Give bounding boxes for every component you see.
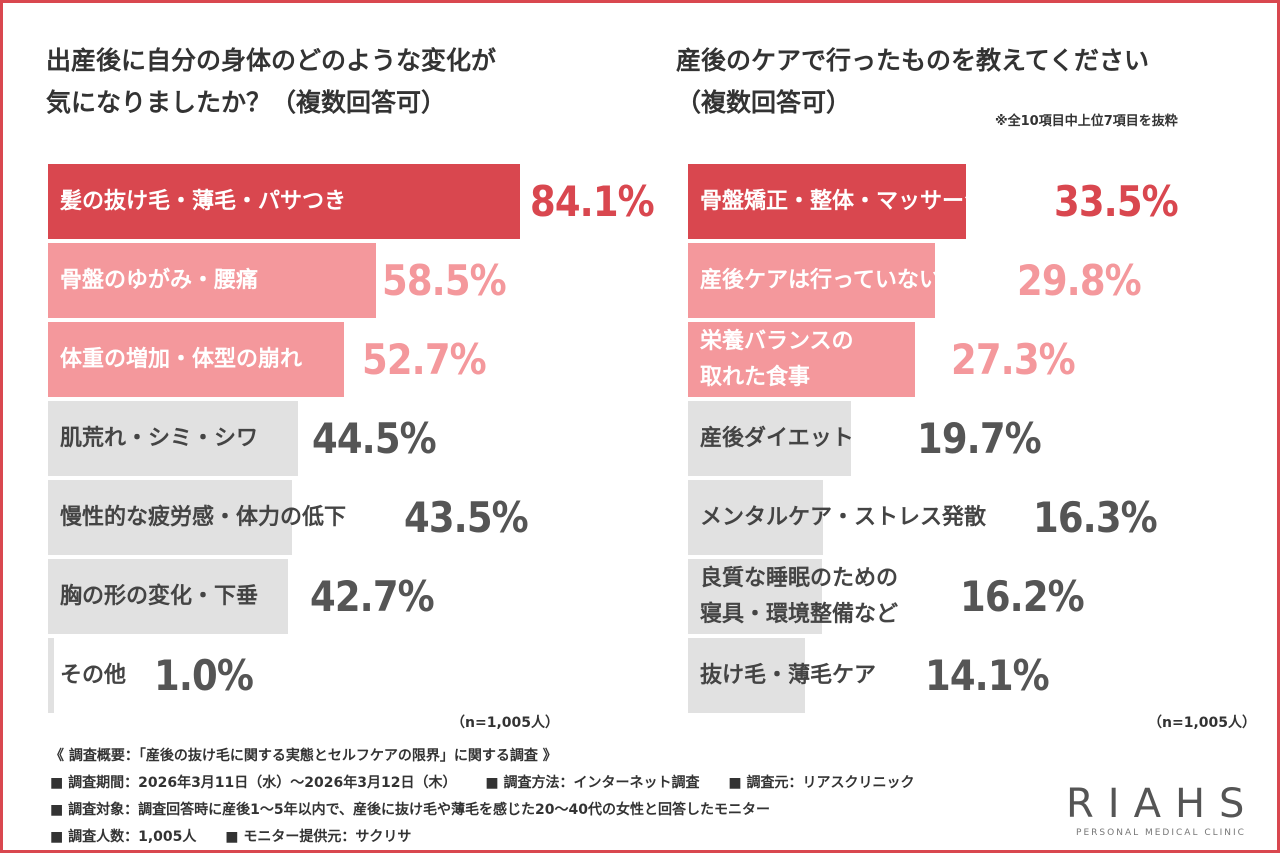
right-bar-label-7: 抜け毛・薄毛ケア [700,638,876,713]
left-value-label-3: 52.7% [361,335,487,384]
survey-provider: ■ モニター提供元：サクリサ [225,829,412,845]
right-bar-2 [688,243,936,318]
right-bar-label-2: 産後ケアは行っていない [700,243,941,318]
right-value-label-3: 27.3% [950,335,1076,384]
left-bar-label-2: 骨盤のゆがみ・腰痛 [60,243,258,318]
right-bar-4 [688,401,852,476]
left-value-label-2: 58.5% [382,256,507,305]
left-sample-size: （n=1,005人） [451,715,559,731]
right-bar-label-6-line-2: 寝具・環境整備など [700,601,899,627]
left-bar-label-4-line-1: 肌荒れ・シミ・シワ [60,425,259,451]
left-value-label-5: 43.5% [404,493,529,542]
left-title-line-2: 気になりましたか？（複数回答可） [46,88,447,117]
survey-period: ■ 調査期間：2026年3月11日（水）～2026年3月12日（木） [50,775,457,791]
right-chart-note: ※全10項目中上位7項目を抜粋 [995,114,1178,129]
right-value-label-5: 16.3% [1033,493,1158,542]
left-value-label-6: 42.7% [309,572,435,621]
right-bar-label-3: 栄養バランスの 取れた食事 [700,322,854,397]
left-bar-label-5: 慢性的な疲労感・体力の低下 [60,480,346,555]
right-bar-6 [688,559,823,634]
left-bar-3 [48,322,344,397]
logo-tagline: PERSONAL MEDICAL CLINIC [1076,828,1246,838]
survey-count: ■ 調査人数：1,005人 [50,829,197,845]
right-title-line-1: 産後のケアで行ったものを教えてください [676,46,1150,75]
left-bar-label-7: その他 [60,638,126,713]
survey-source: ■ 調査元：リアスクリニック [728,775,915,791]
left-bar-label-1: 髪の抜け毛・薄毛・パサつき [60,164,346,239]
left-bar-5 [48,480,293,555]
left-value-label-1: 84.1% [530,177,655,226]
right-sample-size: （n=1,005人） [1148,715,1256,731]
left-bar-2 [48,243,377,318]
right-bar-label-1: 骨盤矯正・整体・マッサージ [700,164,986,239]
left-bar-7 [48,638,54,713]
left-bar-label-5-line-1: 慢性的な疲労感・体力の低下 [60,504,347,530]
right-value-label-7: 14.1% [925,651,1050,700]
logo-wordmark: RIAHS [1066,781,1259,827]
right-bar-label-7-line-1: 抜け毛・薄毛ケア [700,662,877,688]
survey-line-1: ■ 調査期間：2026年3月11日（水）～2026年3月12日（木） ■ 調査方… [50,772,938,792]
right-bar-7 [688,638,805,713]
left-bar-label-3: 体重の増加・体型の崩れ [60,322,302,397]
right-bar-label-6-line-1: 良質な睡眠のための [700,565,899,591]
left-bar-6 [48,559,288,634]
right-bar-1 [688,164,966,239]
survey-line-3: ■ 調査人数：1,005人 ■ モニター提供元：サクリサ [50,826,435,846]
survey-method: ■ 調査方法：インターネット調査 [485,775,700,791]
right-bar-3 [688,322,915,397]
right-value-label-2: 29.8% [1017,256,1142,305]
left-title-line-1: 出産後に自分の身体のどのような変化が [46,46,497,75]
left-bar-4 [48,401,298,476]
right-bar-label-6: 良質な睡眠のための 寝具・環境整備など [700,559,898,634]
left-bar-label-4: 肌荒れ・シミ・シワ [60,401,258,476]
riahs-logo: RIAHS PERSONAL MEDICAL CLINIC [1066,782,1256,842]
left-value-label-4: 44.5% [311,414,437,463]
left-chart-title: 出産後に自分の身体のどのような変化が 気になりましたか？（複数回答可） [46,40,496,124]
left-bar-label-6: 胸の形の変化・下垂 [60,559,258,634]
right-value-label-1: 33.5% [1054,177,1179,226]
right-bar-label-1-line-1: 骨盤矯正・整体・マッサージ [700,188,986,214]
left-bar-label-2-line-1: 骨盤のゆがみ・腰痛 [60,267,259,293]
right-chart-title: 産後のケアで行ったものを教えてください （複数回答可） [676,40,1149,124]
right-value-label-4: 19.7% [917,414,1042,463]
right-bar-5 [688,480,824,555]
left-bar-label-7-line-1: その他 [60,662,127,688]
left-bar-1 [48,164,520,239]
right-bar-label-5-line-1: メンタルケア・ストレス発散 [700,504,987,530]
left-bar-label-1-line-1: 髪の抜け毛・薄毛・パサつき [60,188,347,214]
right-bar-label-2-line-1: 産後ケアは行っていない [700,267,941,293]
right-bar-label-3-line-1: 栄養バランスの [700,328,854,354]
survey-target: ■ 調査対象：調査回答時に産後1～5年以内で、産後に抜け毛や薄毛を感じた20～4… [50,802,770,818]
left-value-label-7: 1.0% [153,651,254,700]
right-value-label-6: 16.2% [960,572,1085,621]
right-bar-label-4-line-1: 産後ダイエット [700,425,854,451]
right-title-line-2: （複数回答可） [676,88,852,117]
survey-heading: 《 調査概要：「産後の抜け毛に関する実態とセルフケアの限界」に関する調査 》 [50,748,557,764]
left-bar-label-3-line-1: 体重の増加・体型の崩れ [60,346,303,372]
right-bar-label-3-line-2: 取れた食事 [700,364,811,390]
left-bar-label-6-line-1: 胸の形の変化・下垂 [60,583,259,609]
right-bar-label-5: メンタルケア・ストレス発散 [700,480,986,555]
right-bar-label-4: 産後ダイエット [700,401,854,476]
